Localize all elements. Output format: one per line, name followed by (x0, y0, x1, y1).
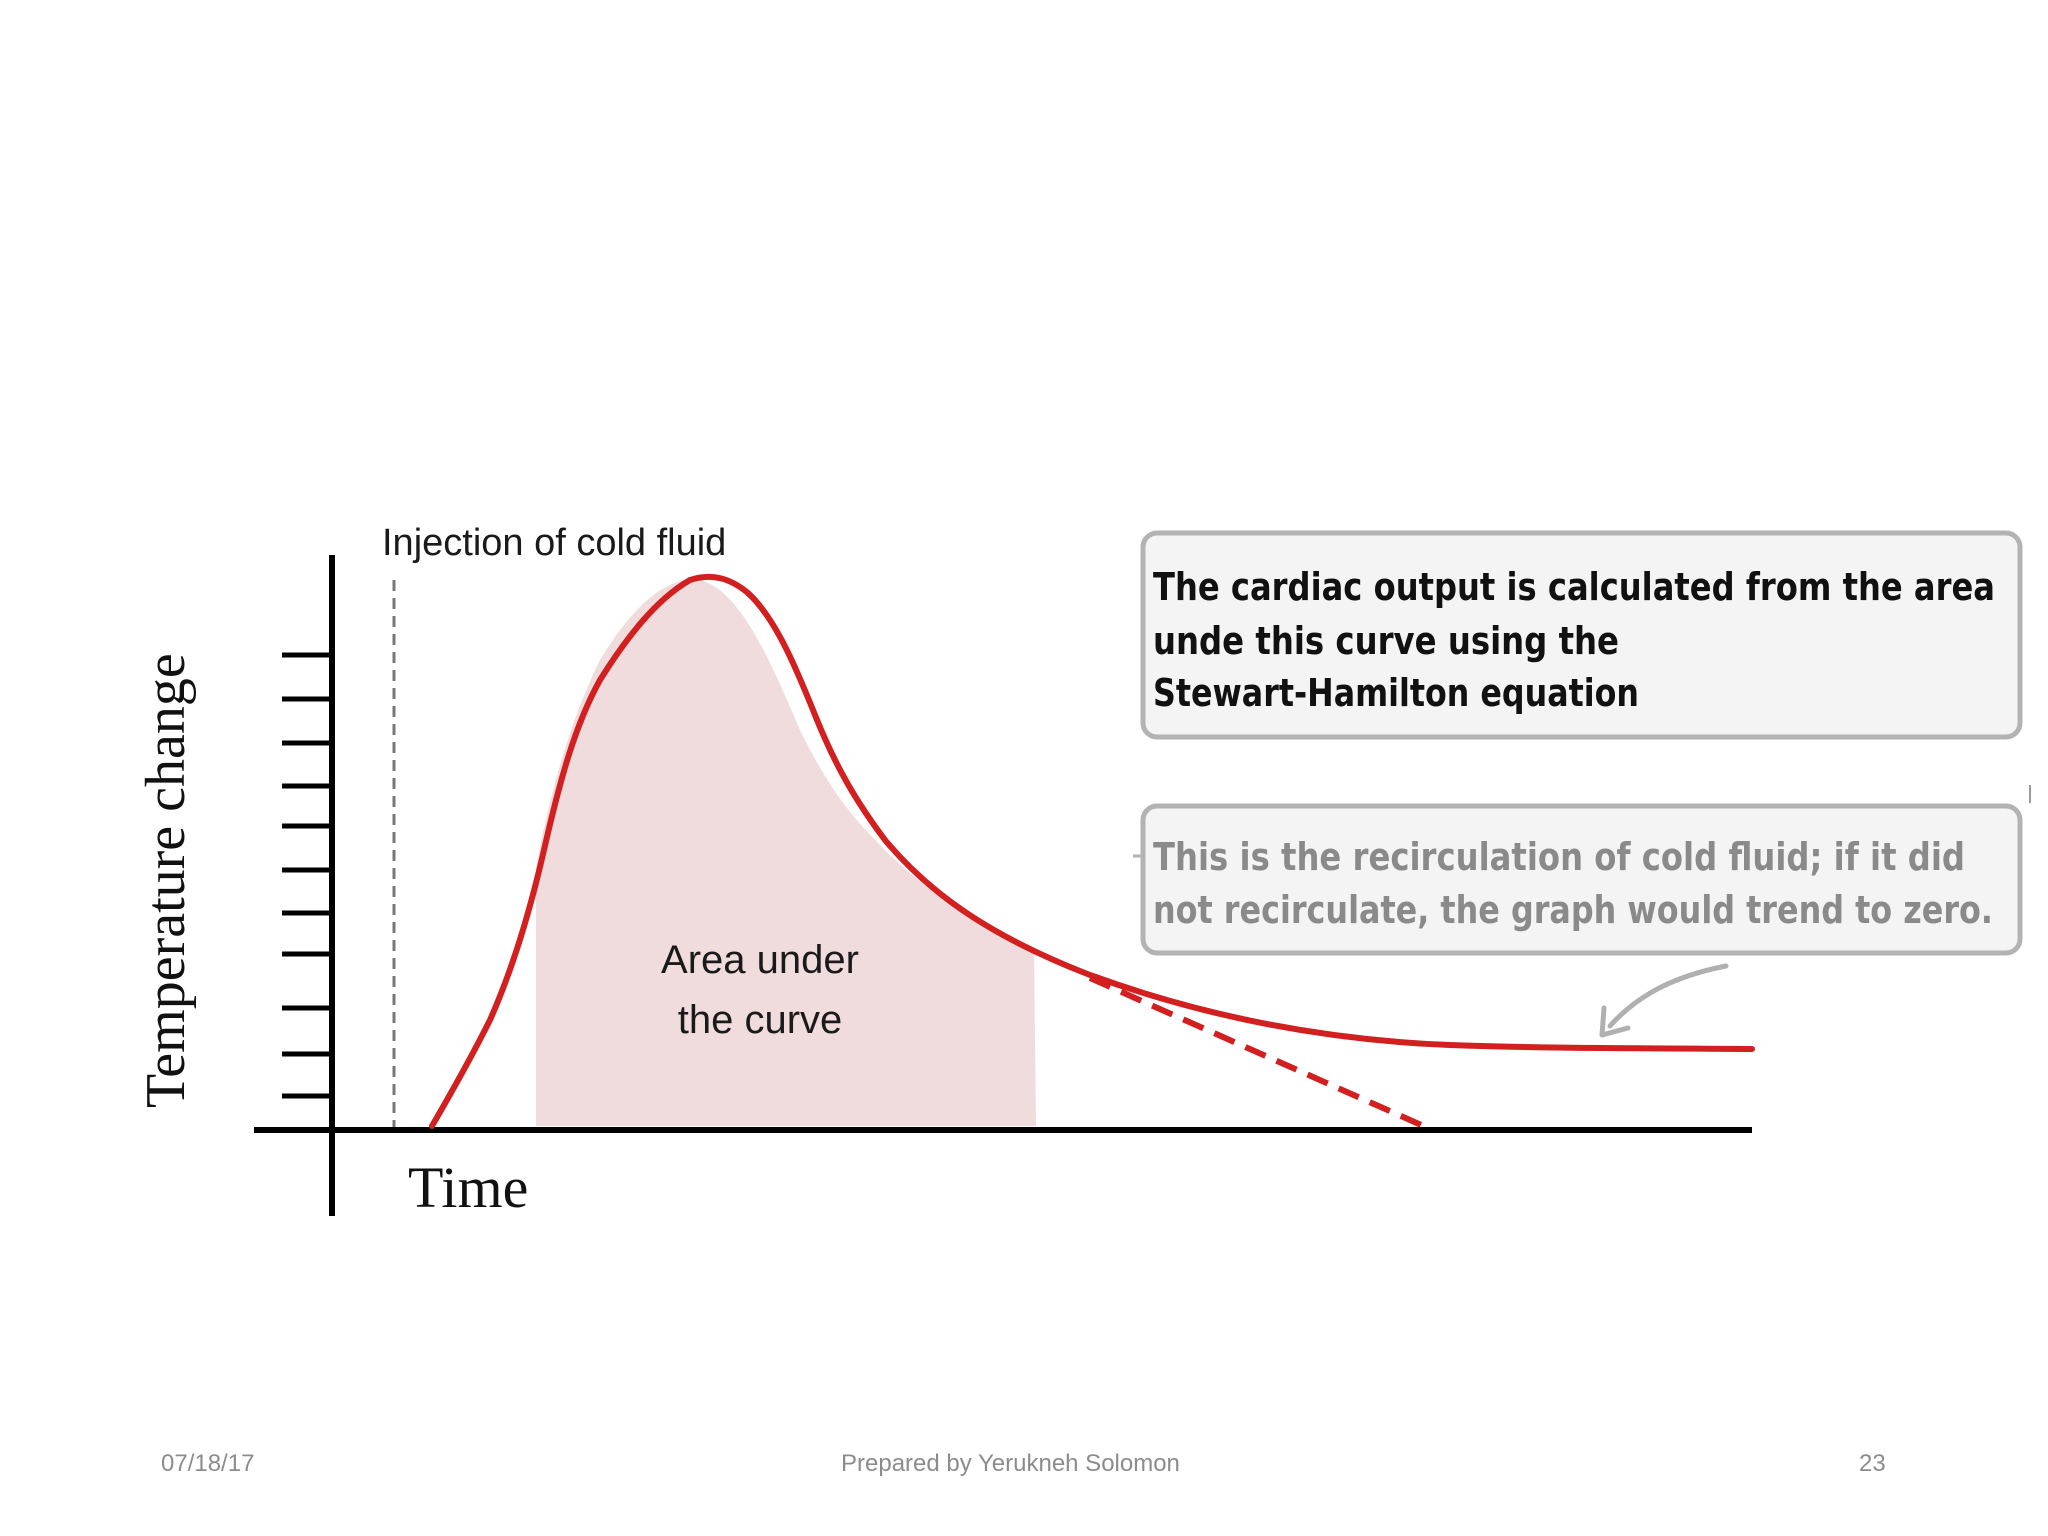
footer-author: Prepared by Yerukneh Solomon (841, 1450, 1180, 1477)
thermodilution-curve (429, 573, 1755, 1129)
callout-box-main (1140, 530, 2023, 740)
recirculation-arrow-head-icon (1599, 1005, 1631, 1038)
recirculation-arrow-shaft (1607, 963, 1729, 1029)
area-label-line1: Area under (661, 938, 859, 982)
footer-date: 07/18/17 (161, 1450, 255, 1477)
callout-recirculation-line1: This is the recirculation of cold fluid;… (1153, 835, 1965, 879)
callout-main-line1: The cardiac output is calculated from th… (1153, 565, 1995, 609)
callout-main-line2: unde this curve using the (1153, 619, 1619, 663)
area-label-line2: the curve (678, 998, 843, 1042)
callout-box-recirculation (1140, 803, 2023, 956)
y-axis-ticks (282, 652, 332, 1099)
area-under-curve-shading (536, 579, 1036, 1126)
injection-label: Injection of cold fluid (382, 522, 726, 564)
footer-page-number: 23 (1859, 1450, 1886, 1477)
y-axis-label: Temperature change (135, 653, 197, 1108)
x-axis-label: Time (408, 1155, 528, 1220)
callout-recirculation-line2: not recirculate, the graph would trend t… (1153, 888, 1993, 932)
extrapolation-dashed-line (1088, 975, 1430, 1131)
callout-main-line3: Stewart-Hamilton equation (1153, 671, 1639, 715)
